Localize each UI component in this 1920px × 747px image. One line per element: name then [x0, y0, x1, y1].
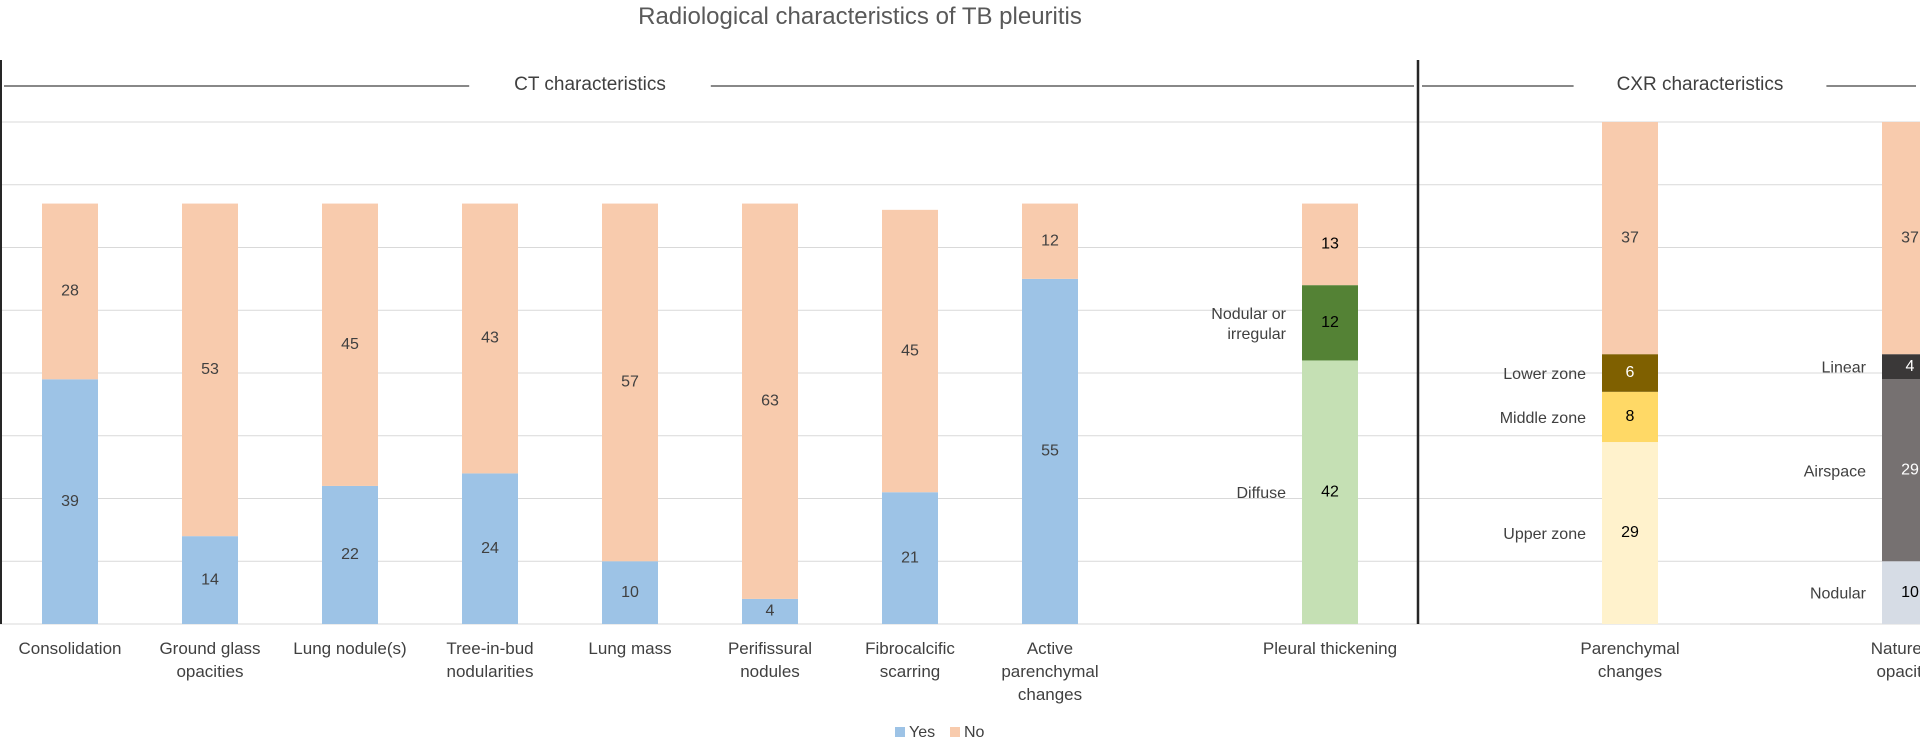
bar-segment: [1602, 122, 1658, 355]
data-label: 55: [1041, 443, 1059, 460]
segment-side-label: Diffuse: [1236, 485, 1286, 502]
bar-segment: [462, 473, 518, 624]
chart-frame: [0, 60, 1420, 624]
bar-segment: [1882, 122, 1920, 355]
empty-category-marker: [1150, 623, 1230, 625]
data-label: 22: [341, 546, 359, 563]
data-label: 43: [481, 330, 499, 347]
gridlines: [0, 121, 1920, 625]
empty-category-marker: [1450, 623, 1530, 625]
segment-side-label: Middle zone: [1500, 410, 1586, 427]
data-label: 4: [1906, 358, 1915, 375]
data-label: 14: [201, 571, 219, 588]
segment-side-label: Linear: [1822, 360, 1867, 377]
bar-segment: [1302, 360, 1358, 624]
section-headers: CT characteristics CXR characteristics: [4, 74, 1916, 95]
category-label: Pleural thickening: [1263, 639, 1397, 658]
legend-label: No: [964, 724, 985, 741]
data-label: 12: [1321, 314, 1339, 331]
data-label: 8: [1626, 408, 1635, 425]
bar-segment: [322, 485, 378, 624]
bar-segment: [882, 209, 938, 493]
category-label: Perifissural nodules: [728, 639, 812, 681]
bar-segment: [742, 203, 798, 599]
chart-title: Radiological characteristics of TB pleur…: [638, 3, 1082, 30]
category-label: Natures ofopacities: [1871, 639, 1920, 681]
bar-segment: [1602, 354, 1658, 392]
data-label: 4: [766, 603, 775, 620]
data-label: 53: [201, 361, 219, 378]
data-label: 37: [1621, 229, 1639, 246]
category-label: Lung mass: [588, 639, 671, 658]
segment-side-label: Lower zone: [1503, 366, 1586, 383]
segment-side-label: Nodular or irregular: [1211, 306, 1286, 343]
bar-segment: [462, 203, 518, 474]
section-label: CT characteristics: [514, 74, 666, 95]
data-label: 10: [1901, 584, 1919, 601]
data-label: 10: [621, 584, 639, 601]
bar-stacks: 39 28 14 53 22 45 24 43 10 57 4 63 21 45 55 12 42 Diffuse…: [42, 122, 1920, 625]
category-labels: Consolidation Ground glass opacities Lung n…: [18, 639, 1920, 704]
bar-segment: [182, 203, 238, 537]
bar-segment: [882, 492, 938, 624]
data-label: 12: [1041, 232, 1059, 249]
data-label: 45: [341, 336, 359, 353]
data-label: 24: [481, 540, 499, 557]
legend: Yes No: [895, 724, 985, 741]
data-label: 13: [1321, 236, 1339, 253]
legend-swatch: [950, 727, 960, 737]
data-label: 57: [621, 374, 639, 391]
bar-segment: [602, 561, 658, 624]
data-label: 29: [1901, 461, 1919, 478]
legend-swatch: [895, 727, 905, 737]
data-label: 6: [1626, 364, 1635, 381]
data-label: 21: [901, 549, 919, 566]
category-label: Tree-in-bud nodularities: [446, 639, 533, 681]
bar-segment: [742, 598, 798, 624]
bar-segment: [1882, 379, 1920, 562]
bar-segment: [1022, 278, 1078, 624]
bar-segment: [182, 536, 238, 624]
category-label: Fibrocalcific scarring: [865, 639, 955, 681]
data-label: 29: [1621, 524, 1639, 541]
bar-segment: [1602, 442, 1658, 624]
category-label: Ground glass opacities: [159, 639, 260, 681]
bar-segment: [1882, 354, 1920, 380]
bar-segment: [42, 379, 98, 624]
bar-segment: [1602, 391, 1658, 443]
empty-category-marker: [1730, 623, 1810, 625]
bar-segment: [1022, 203, 1078, 279]
data-label: 45: [901, 342, 919, 359]
segment-side-label: Nodular: [1810, 586, 1867, 603]
bar-segment: [1302, 203, 1358, 286]
legend-label: Yes: [909, 724, 935, 741]
data-label: 63: [761, 392, 779, 409]
category-label: Lung nodule(s): [293, 639, 406, 658]
segment-side-label: Upper zone: [1503, 526, 1586, 543]
bar-segment: [1882, 561, 1920, 624]
data-label: 42: [1321, 483, 1339, 500]
data-label: 37: [1901, 229, 1919, 246]
bar-segment: [1302, 285, 1358, 361]
bar-segment: [322, 203, 378, 486]
category-label: Active parenchymal changes: [1001, 639, 1098, 704]
bar-segment: [602, 203, 658, 562]
section-label: CXR characteristics: [1617, 74, 1784, 95]
segment-side-label: Airspace: [1804, 463, 1866, 480]
category-label: Consolidation: [18, 639, 121, 658]
bar-segment: [42, 203, 98, 380]
data-label: 28: [61, 283, 79, 300]
data-label: 39: [61, 493, 79, 510]
category-label: Parenchymal changes: [1580, 639, 1679, 681]
